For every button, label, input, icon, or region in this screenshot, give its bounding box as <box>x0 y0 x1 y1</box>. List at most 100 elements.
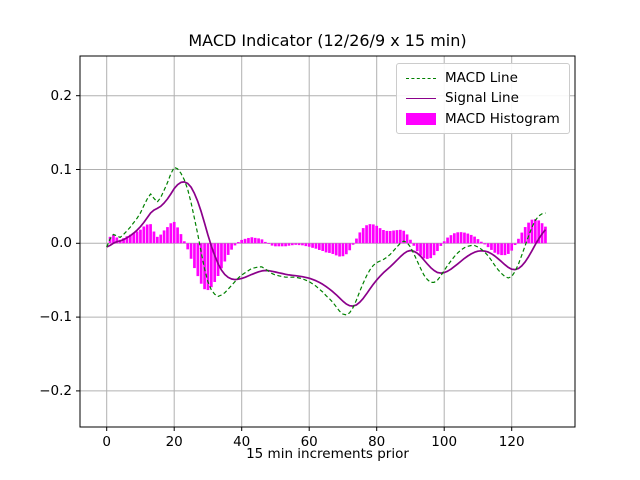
histogram-bar <box>182 241 186 244</box>
histogram-bar <box>284 243 287 247</box>
histogram-bar <box>439 243 443 246</box>
histogram-bar <box>520 232 524 244</box>
histogram-bar <box>459 232 463 244</box>
histogram-bar <box>236 242 240 244</box>
histogram-bar <box>314 243 318 249</box>
histogram-bar <box>159 234 163 244</box>
histogram-bar <box>493 243 497 253</box>
histogram-bar <box>155 236 159 244</box>
chart-title: MACD Indicator (12/26/9 x 15 min) <box>188 31 467 50</box>
histogram-bar <box>513 243 517 246</box>
histogram-bar <box>172 221 176 244</box>
histogram-bar <box>544 226 547 244</box>
y-tick-label: 0.1 <box>50 161 72 178</box>
macd-line-path <box>106 166 546 316</box>
histogram-bar <box>368 224 372 244</box>
signal-line-swatch-icon <box>406 97 436 99</box>
histogram-bar <box>307 243 311 247</box>
histogram-bar <box>331 243 335 254</box>
histogram-bar <box>274 243 277 247</box>
histogram-bar <box>486 243 490 248</box>
legend-item-macd-histogram: MACD Histogram <box>406 111 560 127</box>
histogram-bar <box>402 230 406 244</box>
histogram-bar <box>287 243 291 246</box>
legend-label-signal-line: Signal Line <box>445 90 519 107</box>
histogram-bar <box>405 234 409 244</box>
histogram-bar <box>220 243 223 269</box>
histogram-bar <box>145 224 149 244</box>
legend-item-signal-line: Signal Line <box>406 90 560 106</box>
histogram-bar <box>351 243 355 245</box>
histogram-bar <box>128 234 132 244</box>
histogram-bar <box>452 233 456 244</box>
histogram-bar <box>527 222 530 244</box>
histogram-bar <box>328 243 331 253</box>
histogram-bar <box>442 241 446 244</box>
histogram-bar <box>517 238 520 244</box>
legend: MACD Line Signal Line MACD Histogram <box>396 63 570 134</box>
x-tick-label: 20 <box>165 434 183 450</box>
histogram-bar <box>446 237 449 244</box>
legend-item-macd-line: MACD Line <box>406 70 560 86</box>
histogram-bar <box>250 237 254 244</box>
histogram-bar <box>382 229 385 244</box>
x-tick-label: 100 <box>431 434 458 450</box>
histogram-bar <box>378 228 382 244</box>
histogram-bar <box>483 243 487 245</box>
histogram-bar <box>125 236 129 244</box>
histogram-bar <box>355 238 358 244</box>
axes-border <box>79 55 576 428</box>
histogram-bar <box>223 243 227 262</box>
histogram-bar <box>294 243 298 245</box>
histogram-bar <box>392 230 395 244</box>
y-tick-label: 0.0 <box>50 235 72 252</box>
y-tick-label: −0.1 <box>39 309 72 326</box>
histogram-bar <box>240 239 244 244</box>
histogram-bar <box>503 243 507 256</box>
histogram-bar <box>270 243 274 246</box>
histogram-bar <box>199 243 203 284</box>
histogram-bar <box>344 243 348 255</box>
histogram-bar <box>432 243 436 256</box>
histogram-bar <box>334 243 338 256</box>
y-tick-label: 0.2 <box>50 87 72 104</box>
histogram-bar <box>466 233 470 244</box>
histogram-bar <box>429 243 433 259</box>
histogram-bar <box>425 243 429 259</box>
histogram-bar <box>463 232 466 244</box>
histogram-bar <box>537 220 541 244</box>
histogram-bar <box>179 234 183 244</box>
histogram-bar <box>112 234 115 244</box>
histogram-bar <box>415 243 419 252</box>
histogram-bar <box>469 234 473 244</box>
histogram-bar <box>206 243 210 291</box>
histogram-bar <box>321 243 325 251</box>
histogram-bar <box>253 237 257 244</box>
histogram-bar <box>375 225 379 244</box>
histogram-bar <box>311 243 314 248</box>
histogram-bar <box>149 224 152 244</box>
histogram-bar <box>476 239 480 244</box>
histogram-bar <box>162 230 166 244</box>
histogram-bar <box>277 243 281 247</box>
macd-line-swatch-icon <box>406 77 436 79</box>
histogram-bar <box>371 224 375 244</box>
histogram-bar <box>506 243 510 254</box>
histogram-bar <box>186 243 190 250</box>
histogram-bar <box>263 241 267 244</box>
histogram-bar <box>166 227 169 244</box>
histogram-bar <box>233 243 237 246</box>
legend-label-macd-histogram: MACD Histogram <box>445 110 560 127</box>
histogram-bar <box>257 238 260 244</box>
histogram-bar <box>496 243 500 255</box>
histogram-bar <box>338 243 341 257</box>
histogram-bar <box>132 232 136 244</box>
histogram-bar <box>530 219 534 244</box>
histogram-bar <box>395 230 399 244</box>
signal-line-path <box>106 181 547 307</box>
histogram-bar <box>122 238 125 244</box>
histogram-bar <box>510 243 514 251</box>
histogram-bar <box>473 236 476 244</box>
histogram-bar <box>409 239 412 244</box>
histogram-bar <box>216 243 220 277</box>
